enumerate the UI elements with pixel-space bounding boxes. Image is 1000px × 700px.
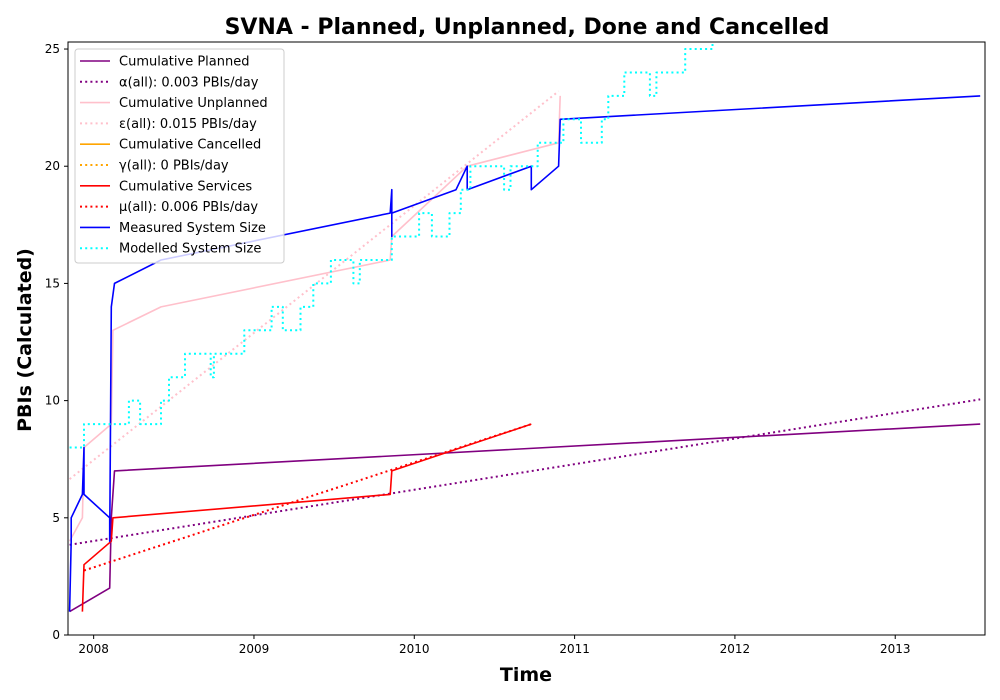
y-tick-label: 20 [45, 159, 60, 173]
legend-label: α(all): 0.003 PBIs/day [119, 75, 259, 90]
y-tick-label: 0 [52, 628, 60, 642]
legend-label: Modelled System Size [119, 242, 261, 257]
series-line-9 [69, 42, 714, 449]
series-layer [68, 42, 981, 613]
series-line-0 [69, 423, 981, 613]
series-line-6 [81, 423, 532, 612]
y-axis-label: PBIs (Calculated) [14, 248, 36, 432]
legend: Cumulative Planned α(all): 0.003 PBIs/day… [74, 48, 285, 264]
x-tick-label: 2012 [720, 642, 751, 656]
x-tick-label: 2011 [559, 642, 590, 656]
y-tick-label: 25 [45, 42, 60, 56]
legend-label: γ(all): 0 PBIs/day [119, 159, 229, 174]
x-tick-label: 2010 [399, 642, 430, 656]
legend-label: Measured System Size [119, 221, 266, 236]
y-tick-label: 10 [45, 394, 60, 408]
y-axis: 0 5 10 15 20 25 [45, 42, 68, 642]
x-tick-label: 2008 [78, 642, 109, 656]
series-line-7 [83, 423, 532, 572]
legend-label: ε(all): 0.015 PBIs/day [119, 117, 257, 132]
x-tick-label: 2013 [880, 642, 911, 656]
series-line-8 [68, 95, 981, 612]
y-tick-label: 5 [52, 511, 60, 525]
legend-label: Cumulative Planned [119, 55, 249, 70]
x-axis-label: Time [500, 664, 552, 686]
legend-label: Cumulative Services [119, 179, 252, 194]
x-axis: 2008 2009 2010 2011 2012 2013 [78, 635, 910, 656]
x-tick-label: 2009 [239, 642, 270, 656]
plot-area-frame [67, 41, 986, 636]
y-tick-label: 15 [45, 276, 60, 290]
chart-title: SVNA - Planned, Unplanned, Done and Canc… [225, 15, 830, 40]
legend-label: Cumulative Cancelled [119, 138, 261, 153]
legend-label: Cumulative Unplanned [119, 96, 268, 111]
legend-label: μ(all): 0.006 PBIs/day [119, 200, 258, 215]
legend-box [74, 48, 285, 264]
